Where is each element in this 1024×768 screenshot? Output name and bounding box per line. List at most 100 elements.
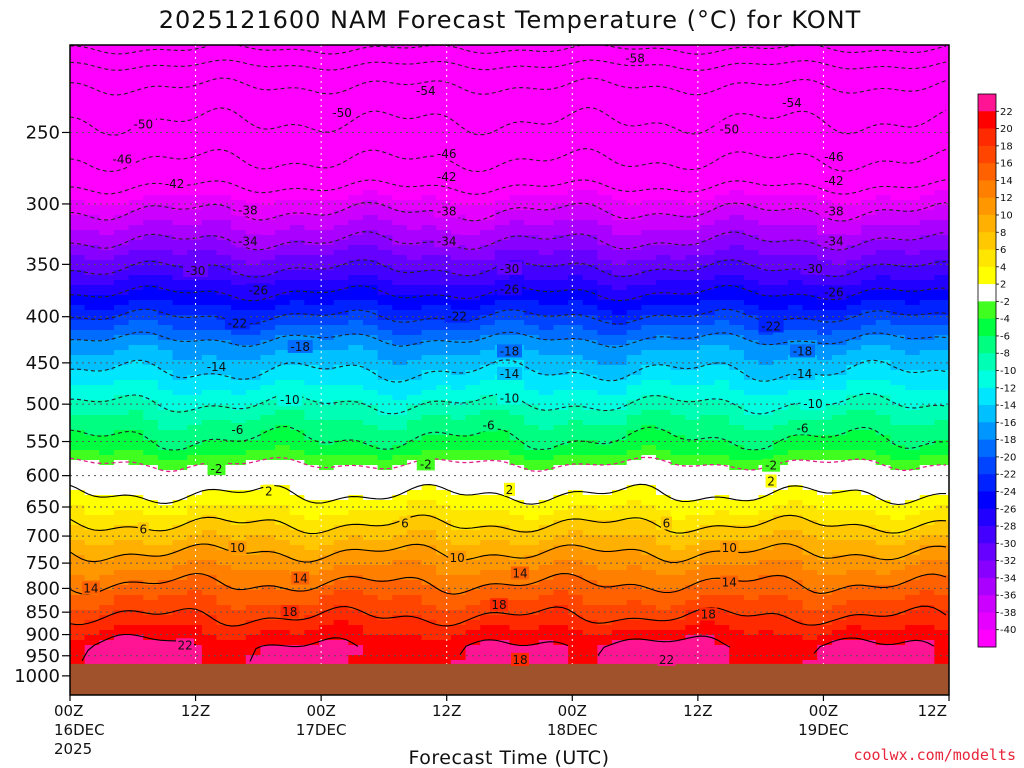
band-cell <box>99 150 115 156</box>
band-cell <box>187 200 203 206</box>
band-cell <box>582 190 598 196</box>
band-cell <box>465 300 481 306</box>
band-cell <box>319 600 335 606</box>
band-cell <box>333 255 349 261</box>
band-cell <box>363 335 379 341</box>
band-cell <box>128 55 144 61</box>
band-cell <box>363 490 379 496</box>
band-cell <box>128 420 144 426</box>
band-cell <box>84 135 100 141</box>
band-cell <box>436 325 452 331</box>
band-cell <box>70 175 86 181</box>
band-cell <box>333 515 349 521</box>
band-cell <box>421 520 437 526</box>
band-cell <box>260 385 276 391</box>
band-cell <box>70 470 86 476</box>
band-cell <box>377 80 393 86</box>
band-cell <box>172 560 188 566</box>
band-cell <box>480 400 496 406</box>
band-cell <box>348 185 364 191</box>
band-cell <box>436 635 452 641</box>
band-cell <box>99 600 115 606</box>
band-cell <box>597 545 613 551</box>
band-cell <box>143 135 159 141</box>
band-cell <box>99 580 115 586</box>
band-cell <box>187 535 203 541</box>
band-cell <box>612 250 628 256</box>
band-cell <box>480 250 496 256</box>
band-cell <box>319 65 335 71</box>
band-cell <box>363 100 379 106</box>
band-cell <box>319 330 335 336</box>
band-cell <box>494 320 511 326</box>
band-cell <box>201 490 218 496</box>
band-cell <box>538 70 555 76</box>
band-cell <box>187 275 203 281</box>
band-cell <box>377 240 393 246</box>
band-cell <box>436 520 452 526</box>
band-cell <box>289 55 305 61</box>
band-cell <box>143 445 159 451</box>
band-cell <box>187 455 203 461</box>
band-cell <box>157 550 174 556</box>
band-cell <box>436 310 452 316</box>
band-cell <box>157 425 174 431</box>
band-cell <box>538 165 555 171</box>
band-cell <box>363 255 379 261</box>
band-cell <box>70 625 86 631</box>
band-cell <box>157 330 174 336</box>
band-cell <box>143 595 159 601</box>
band-cell <box>172 255 188 261</box>
band-cell <box>99 335 115 341</box>
band-cell <box>99 210 115 216</box>
band-cell <box>509 220 525 226</box>
band-cell <box>245 420 262 426</box>
band-cell <box>465 155 481 161</box>
band-cell <box>304 295 320 301</box>
band-cell <box>70 255 86 261</box>
band-cell <box>231 140 247 146</box>
band-cell <box>377 190 393 196</box>
band-cell <box>128 70 144 76</box>
band-cell <box>70 330 86 336</box>
band-cell <box>245 315 262 321</box>
band-cell <box>612 100 628 106</box>
band-cell <box>157 400 174 406</box>
band-cell <box>582 445 598 451</box>
band-cell <box>377 360 393 366</box>
band-cell <box>113 625 130 631</box>
band-cell <box>289 635 305 641</box>
band-cell <box>480 165 496 171</box>
band-cell <box>231 385 247 391</box>
band-cell <box>216 550 232 556</box>
band-cell <box>187 250 203 256</box>
band-cell <box>304 60 320 66</box>
band-cell <box>377 380 393 386</box>
band-cell <box>157 485 174 491</box>
band-cell <box>465 325 481 331</box>
band-cell <box>612 485 628 491</box>
band-cell <box>421 630 437 636</box>
band-cell <box>260 660 276 666</box>
band-cell <box>172 120 188 126</box>
band-cell <box>597 285 613 291</box>
band-cell <box>626 75 642 81</box>
band-cell <box>128 405 144 411</box>
band-cell <box>465 125 481 131</box>
band-cell <box>201 410 218 416</box>
band-cell <box>84 370 100 376</box>
band-cell <box>260 310 276 316</box>
band-cell <box>289 445 305 451</box>
band-cell <box>553 80 569 86</box>
band-cell <box>157 525 174 531</box>
band-cell <box>377 210 393 216</box>
band-cell <box>392 555 408 561</box>
band-cell <box>157 430 174 436</box>
band-cell <box>421 330 437 336</box>
band-cell <box>201 495 218 501</box>
band-cell <box>113 70 130 76</box>
band-cell <box>363 210 379 216</box>
band-cell <box>392 205 408 211</box>
band-cell <box>216 295 232 301</box>
band-cell <box>363 55 379 61</box>
